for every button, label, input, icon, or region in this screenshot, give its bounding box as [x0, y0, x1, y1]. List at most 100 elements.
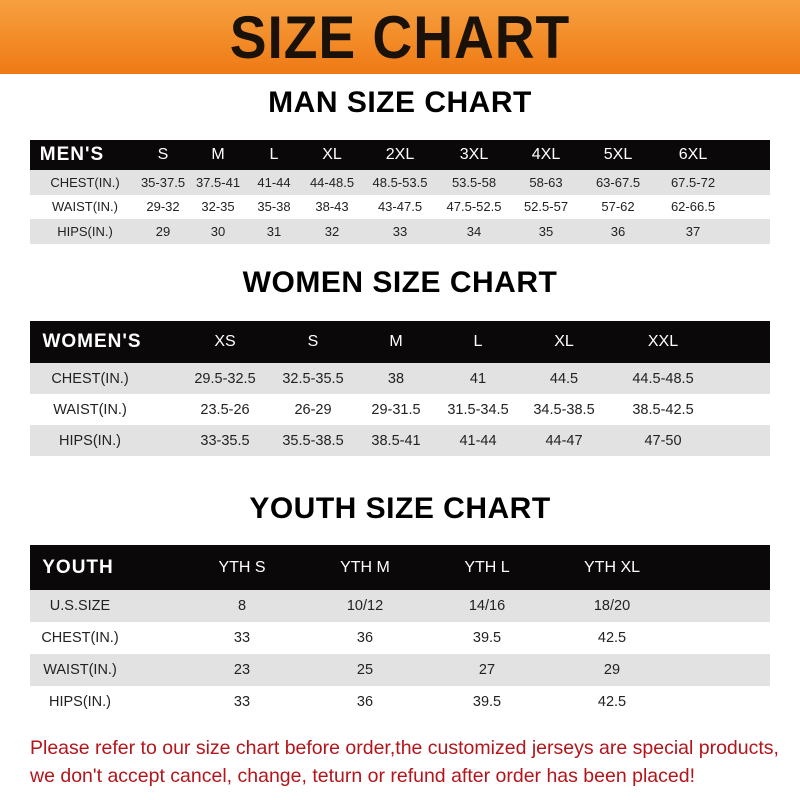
table-cell: 57-62 — [601, 199, 635, 215]
notice-line: Please refer to our size chart before or… — [30, 737, 779, 759]
men-size-table: MEN'S S M L XL 2XL 3XL 4XL 5XL 6XL CHEST(IN.) 35-37… — [30, 140, 770, 244]
table-cell: 33 — [392, 223, 408, 239]
size-header-cell: 6XL — [678, 146, 708, 163]
table-cell: 37.5-41 — [195, 174, 241, 190]
table-cell: 47-50 — [644, 432, 682, 449]
measurement-label: CHEST(IN.) — [50, 174, 120, 190]
table-cell: 44-48.5 — [309, 174, 355, 190]
table-title-cell: MEN'S — [39, 144, 105, 165]
size-header-cell: XXL — [647, 333, 679, 350]
banner: SIZE CHART — [0, 0, 800, 74]
women-section-title: WOMEN SIZE CHART — [242, 266, 558, 299]
size-header-cell: XL — [322, 146, 342, 163]
table-title-cell: YOUTH — [42, 556, 114, 578]
measurement-label: WAIST(IN.) — [53, 401, 127, 418]
table-cell: 27 — [478, 662, 496, 678]
table-cell: 42.5 — [597, 694, 627, 710]
table-cell: 18/20 — [593, 598, 631, 614]
table-cell: 35.5-38.5 — [282, 432, 344, 449]
table-row: WAIST(IN.) 23.5-26 26-29 29-31.5 31.5-34.5 34… — [30, 394, 770, 425]
size-header-cell: YTH L — [464, 558, 510, 576]
table-cell: 33 — [233, 630, 251, 646]
table-cell: 29.5-32.5 — [194, 370, 256, 387]
order-notice: Please refer to our size chart before or… — [30, 734, 790, 790]
table-cell: 25 — [356, 662, 374, 678]
table-cell: 38-43 — [315, 199, 349, 215]
table-cell: 32.5-35.5 — [282, 370, 344, 387]
table-cell: 29 — [155, 223, 171, 239]
size-header-cell: S — [307, 333, 319, 350]
table-cell: 62-66.5 — [670, 199, 716, 215]
measurement-label: CHEST(IN.) — [41, 630, 119, 646]
table-cell: 33-35.5 — [200, 432, 250, 449]
table-cell: 38.5-41 — [371, 432, 421, 449]
table-cell: 47.5-52.5 — [446, 199, 502, 215]
table-cell: 44-47 — [545, 432, 583, 449]
table-row: CHEST(IN.) 33 36 39.5 42.5 — [30, 622, 770, 654]
table-cell: 38 — [387, 370, 405, 387]
size-header-cell: YTH XL — [583, 558, 641, 576]
table-cell: 26-29 — [294, 401, 332, 418]
table-cell: 8 — [237, 598, 247, 614]
table-row: CHEST(IN.) 29.5-32.5 32.5-35.5 38 41 44.5 44.5… — [30, 363, 770, 394]
table-cell: 48.5-53.5 — [372, 174, 428, 190]
table-header-row: WOMEN'S XS S M L XL XXL — [30, 321, 770, 363]
size-header-cell: 5XL — [603, 146, 633, 163]
table-cell: 23.5-26 — [200, 401, 250, 418]
size-header-cell: L — [269, 146, 279, 163]
table-cell: 67.5-72 — [670, 174, 716, 190]
table-row: WAIST(IN.) 29-32 32-35 35-38 38-43 43-47.5 47.… — [30, 194, 770, 219]
table-header-row: MEN'S S M L XL 2XL 3XL 4XL 5XL 6XL — [30, 140, 770, 170]
table-cell: 42.5 — [597, 630, 627, 646]
table-row: CHEST(IN.) 35-37.5 37.5-41 41-44 44-48.5 48.5… — [30, 170, 770, 195]
measurement-label: WAIST(IN.) — [43, 662, 117, 678]
table-cell: 41-44 — [459, 432, 497, 449]
measurement-label: CHEST(IN.) — [51, 370, 129, 387]
table-cell: 41-44 — [257, 174, 291, 190]
table-cell: 32 — [324, 223, 340, 239]
table-cell: 44.5-48.5 — [632, 370, 694, 387]
table-cell: 14/16 — [468, 598, 506, 614]
table-title-cell: WOMEN'S — [42, 331, 142, 352]
table-cell: 39.5 — [472, 694, 502, 710]
page-title: SIZE CHART — [229, 4, 571, 71]
size-header-cell: M — [211, 146, 225, 163]
table-cell: 32-35 — [201, 199, 235, 215]
table-cell: 10/12 — [346, 598, 384, 614]
table-cell: 41 — [469, 370, 487, 387]
size-header-cell: S — [157, 146, 169, 163]
men-section-title: MAN SIZE CHART — [268, 86, 532, 119]
size-header-cell: 3XL — [459, 146, 489, 163]
table-cell: 31.5-34.5 — [447, 401, 509, 418]
table-cell: 34.5-38.5 — [533, 401, 595, 418]
measurement-label: WAIST(IN.) — [52, 199, 118, 215]
table-row: HIPS(IN.) 29 30 31 32 33 34 35 36 37 — [30, 219, 770, 244]
table-row: U.S.SIZE 8 10/12 14/16 18/20 — [30, 590, 770, 622]
table-row: WAIST(IN.) 23 25 27 29 — [30, 654, 770, 686]
table-cell: 35 — [538, 223, 554, 239]
size-header-cell: M — [389, 333, 403, 350]
table-cell: 29-32 — [146, 199, 180, 215]
table-cell: 58-63 — [529, 174, 563, 190]
table-cell: 36 — [356, 630, 374, 646]
table-cell: 43-47.5 — [377, 199, 423, 215]
table-cell: 39.5 — [472, 630, 502, 646]
table-cell: 37 — [685, 223, 701, 239]
table-cell: 30 — [210, 223, 226, 239]
table-header-row: YOUTH YTH S YTH M YTH L YTH XL — [30, 545, 770, 590]
table-row: HIPS(IN.) 33-35.5 35.5-38.5 38.5-41 41-44 44-… — [30, 425, 770, 456]
measurement-label: U.S.SIZE — [49, 598, 111, 614]
table-row: HIPS(IN.) 33 36 39.5 42.5 — [30, 686, 770, 718]
table-cell: 63-67.5 — [595, 174, 641, 190]
youth-section-title: YOUTH SIZE CHART — [249, 492, 551, 525]
table-cell: 53.5-58 — [451, 174, 497, 190]
table-cell: 33 — [233, 694, 251, 710]
table-cell: 29-31.5 — [371, 401, 421, 418]
table-cell: 38.5-42.5 — [632, 401, 694, 418]
table-cell: 31 — [266, 223, 282, 239]
table-cell: 34 — [466, 223, 482, 239]
women-size-table: WOMEN'S XS S M L XL XXL CHEST(IN.) 29.5-32.5 32.5… — [30, 321, 770, 456]
table-cell: 23 — [233, 662, 251, 678]
size-header-cell: YTH S — [218, 558, 266, 576]
table-cell: 44.5 — [549, 370, 579, 387]
